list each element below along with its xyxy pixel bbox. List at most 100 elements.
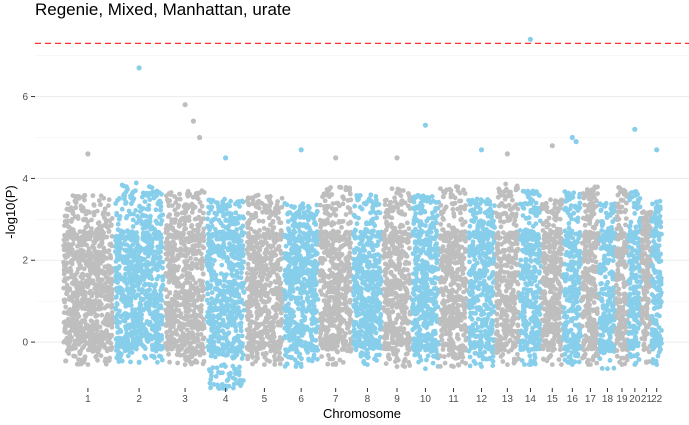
data-point <box>213 230 219 236</box>
data-point <box>263 263 269 268</box>
data-point <box>360 230 366 236</box>
data-point <box>98 353 104 359</box>
data-point <box>228 310 233 316</box>
data-point <box>118 314 124 320</box>
data-point <box>157 254 163 260</box>
data-point <box>300 299 306 305</box>
data-point <box>330 315 335 321</box>
data-point <box>175 212 180 218</box>
data-point <box>257 340 262 346</box>
data-point <box>114 294 119 300</box>
data-point <box>109 305 114 310</box>
data-point <box>178 295 184 301</box>
data-point <box>194 264 199 270</box>
data-point <box>124 332 130 337</box>
data-point <box>154 188 160 194</box>
data-point <box>239 270 244 276</box>
data-point <box>239 333 245 339</box>
data-point <box>64 260 70 266</box>
data-point <box>305 235 311 241</box>
data-point <box>264 315 269 321</box>
data-point <box>238 275 244 281</box>
data-point <box>330 311 336 316</box>
data-point <box>347 320 352 326</box>
data-point <box>128 296 134 301</box>
data-point <box>311 352 317 358</box>
data-point <box>221 206 227 212</box>
data-point <box>221 274 227 280</box>
data-point <box>209 204 215 210</box>
data-point <box>141 221 147 227</box>
data-point <box>362 248 368 253</box>
data-point <box>80 208 85 214</box>
data-point <box>329 222 335 228</box>
data-point <box>288 313 294 319</box>
data-point <box>358 351 364 357</box>
data-point <box>83 216 89 222</box>
data-point <box>277 350 282 356</box>
data-point <box>92 286 97 291</box>
data-point <box>140 236 146 242</box>
data-point <box>324 282 329 287</box>
data-point <box>284 293 290 299</box>
data-point <box>320 255 326 261</box>
data-point <box>226 218 232 224</box>
data-point <box>255 261 261 266</box>
data-point <box>85 362 91 367</box>
data-point <box>133 266 138 272</box>
data-point <box>214 236 220 242</box>
data-point <box>371 346 376 352</box>
data-point <box>121 192 127 197</box>
data-point <box>130 198 136 204</box>
data-point <box>109 314 115 319</box>
data-point <box>299 333 305 338</box>
data-point <box>109 324 115 330</box>
data-point <box>101 195 107 201</box>
data-point <box>89 217 94 223</box>
data-point <box>167 290 173 295</box>
data-point <box>286 306 292 311</box>
data-point <box>116 245 121 251</box>
data-point <box>332 302 338 307</box>
data-point <box>260 218 266 224</box>
data-point <box>102 264 108 270</box>
data-point <box>326 335 332 341</box>
data-point <box>246 195 252 201</box>
data-point <box>199 266 205 271</box>
data-point <box>293 221 298 227</box>
data-point <box>150 256 156 262</box>
data-point <box>343 212 349 217</box>
data-point <box>325 361 331 367</box>
data-point <box>183 290 189 296</box>
data-point <box>236 292 242 297</box>
data-point <box>104 289 110 295</box>
data-point <box>123 327 129 332</box>
data-point <box>233 324 238 330</box>
data-point <box>315 297 321 302</box>
data-point <box>318 311 324 317</box>
data-point <box>373 330 379 336</box>
data-point <box>97 324 103 330</box>
data-point <box>139 267 145 273</box>
data-point <box>322 198 328 204</box>
data-point <box>361 244 367 249</box>
data-point <box>253 210 259 216</box>
data-point <box>145 247 151 253</box>
data-point <box>77 280 83 286</box>
data-point <box>294 271 300 276</box>
data-point <box>106 203 111 209</box>
data-point <box>306 259 311 265</box>
data-point <box>140 226 146 231</box>
data-point <box>167 258 173 263</box>
data-point <box>151 195 157 201</box>
data-point <box>102 206 108 212</box>
data-point <box>306 357 312 363</box>
data-point <box>115 354 120 360</box>
data-point <box>156 250 162 256</box>
data-point <box>248 313 254 319</box>
data-point <box>101 319 107 325</box>
data-point <box>238 238 244 244</box>
data-point <box>78 301 84 307</box>
data-point <box>94 300 99 305</box>
data-point <box>187 340 193 346</box>
